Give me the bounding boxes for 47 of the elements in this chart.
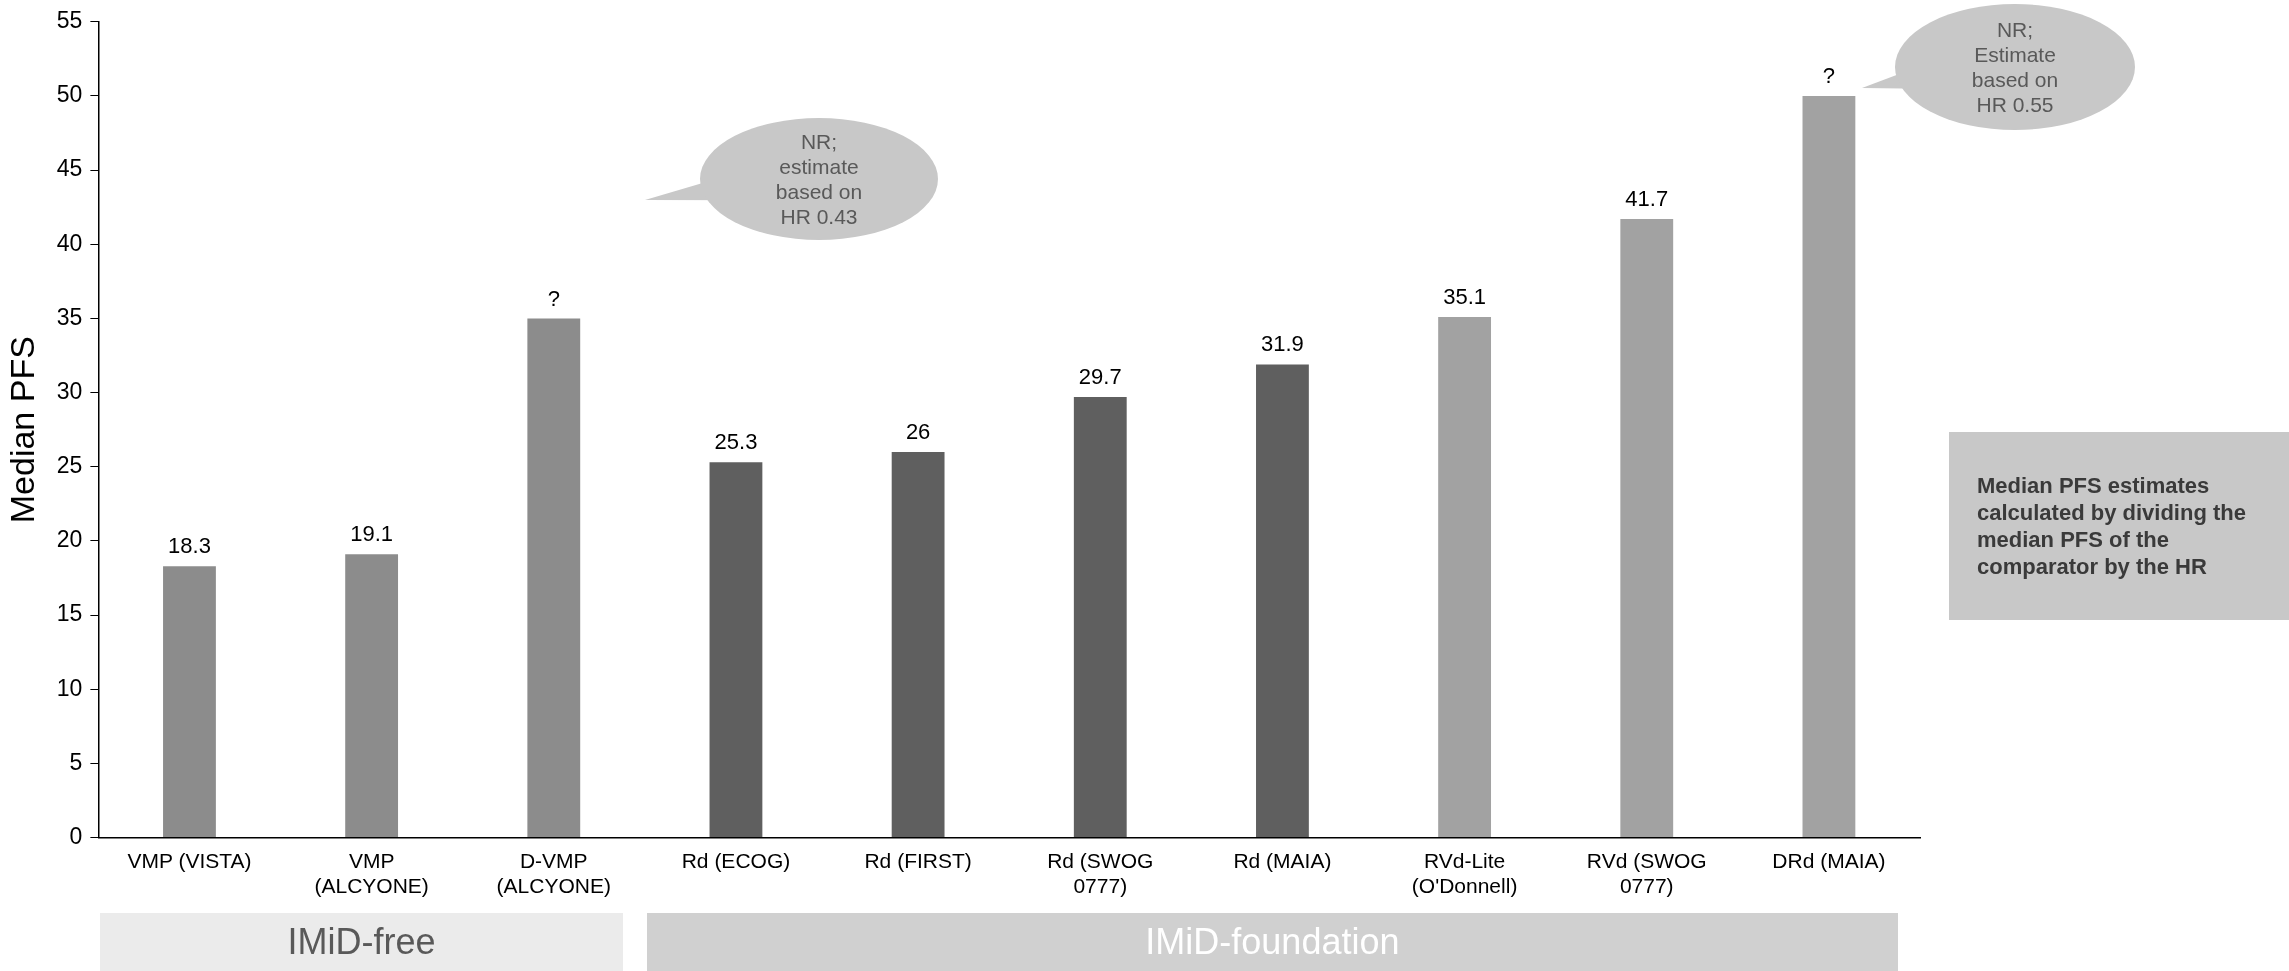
bar bbox=[163, 566, 216, 838]
data-label: ? bbox=[1822, 63, 1836, 89]
x-tick-label: Rd (SWOG 0777) bbox=[1047, 849, 1154, 898]
bar bbox=[345, 554, 399, 838]
bar bbox=[1802, 95, 1856, 838]
x-tick-label: D-VMP (ALCYONE) bbox=[496, 849, 611, 898]
bar bbox=[1620, 219, 1674, 838]
x-tick-label: VMP (ALCYONE) bbox=[314, 849, 429, 898]
data-label: 25.3 bbox=[714, 429, 758, 455]
bar bbox=[709, 462, 763, 838]
data-label: 18.3 bbox=[168, 533, 211, 559]
data-label: 26 bbox=[905, 419, 931, 445]
y-tick-label: 40 bbox=[56, 229, 83, 256]
bar bbox=[1438, 316, 1492, 838]
x-tick-label: Rd (MAIA) bbox=[1233, 849, 1332, 872]
bar bbox=[527, 318, 581, 838]
x-tick-label: Rd (FIRST) bbox=[864, 849, 972, 872]
y-tick-label: 55 bbox=[56, 7, 83, 34]
text: Median PFS estimates calculated by dividing the median PFS of the comparator by the HR bbox=[1949, 432, 2289, 620]
y-tick-label: 15 bbox=[56, 600, 83, 627]
data-label: 41.7 bbox=[1625, 186, 1669, 212]
y-tick-label: 5 bbox=[69, 748, 83, 775]
y-tick-label: 25 bbox=[56, 452, 83, 479]
y-tick-label: 0 bbox=[69, 822, 83, 849]
x-tick-label: RVd-Lite (O'Donnell) bbox=[1411, 849, 1518, 898]
data-label: ? bbox=[547, 285, 560, 311]
y-tick-label: 45 bbox=[56, 155, 83, 182]
y-tick-label: 35 bbox=[56, 303, 83, 330]
x-tick-label: VMP (VISTA) bbox=[127, 849, 252, 872]
y-tick-label: 10 bbox=[56, 674, 83, 701]
data-label: 29.7 bbox=[1078, 364, 1122, 390]
y-tick-label: 30 bbox=[56, 377, 83, 404]
x-tick-label: DRd (MAIA) bbox=[1772, 849, 1886, 872]
y-tick-label: 20 bbox=[56, 526, 83, 553]
data-label: 31.9 bbox=[1261, 331, 1304, 357]
data-label: 35.1 bbox=[1443, 284, 1487, 310]
y-tick-label: 50 bbox=[56, 81, 83, 108]
annotation: NR; estimate based on HR 0.43 bbox=[774, 129, 864, 230]
bar bbox=[1256, 364, 1309, 838]
y-axis-title: Median PFS bbox=[2, 336, 41, 524]
bar bbox=[1073, 397, 1127, 838]
bar bbox=[891, 451, 945, 838]
text: NR; Estimate based on HR 0.55 bbox=[1970, 17, 2060, 118]
x-tick-label: RVd (SWOG 0777) bbox=[1586, 849, 1707, 898]
x-tick-label: Rd (ECOG) bbox=[681, 849, 791, 872]
data-label: 19.1 bbox=[350, 521, 394, 547]
text: IMiD-free bbox=[100, 913, 623, 971]
